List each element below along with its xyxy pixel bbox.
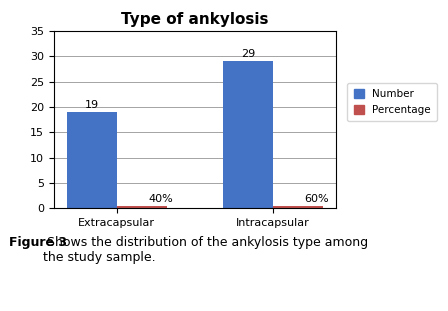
Bar xyxy=(273,206,323,208)
Title: Type of ankylosis: Type of ankylosis xyxy=(121,12,269,27)
Legend: Number, Percentage: Number, Percentage xyxy=(347,83,437,121)
Text: Shows the distribution of the ankylosis type among
the study sample.: Shows the distribution of the ankylosis … xyxy=(43,236,369,264)
Bar xyxy=(116,206,167,208)
Text: 40%: 40% xyxy=(148,194,172,204)
Bar xyxy=(67,112,116,208)
Text: Figure 3: Figure 3 xyxy=(9,236,67,249)
Text: 60%: 60% xyxy=(304,194,329,204)
Text: 29: 29 xyxy=(241,49,255,59)
Bar xyxy=(223,62,273,208)
Text: 19: 19 xyxy=(85,100,99,110)
